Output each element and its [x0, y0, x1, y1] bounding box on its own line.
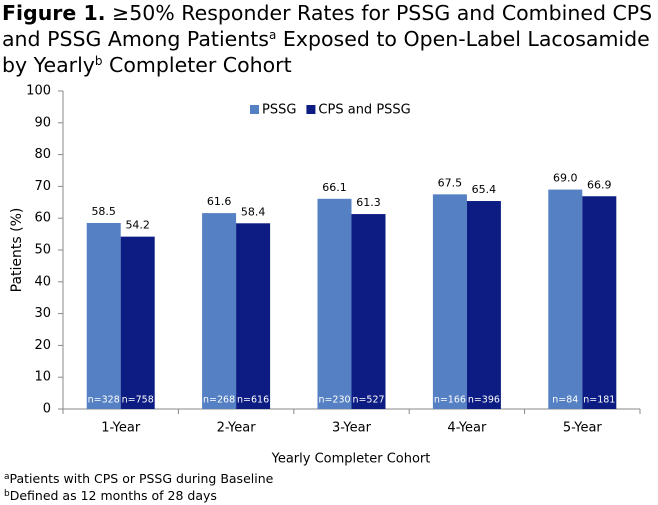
n-label: n=230	[318, 395, 350, 406]
y-tick-label: 100	[26, 84, 51, 99]
value-label: 67.5	[438, 176, 463, 189]
title-sup: a	[269, 28, 277, 42]
n-label: n=328	[88, 395, 120, 406]
y-tick-label: 60	[34, 211, 51, 226]
y-tick-label: 90	[34, 115, 51, 130]
title-text: Completer Cohort	[109, 53, 292, 77]
title-sup: b	[94, 54, 103, 68]
x-tick-label: 3-Year	[332, 421, 372, 436]
bar	[202, 213, 237, 409]
value-label: 61.6	[207, 195, 232, 208]
legend-swatch	[250, 105, 259, 114]
x-tick-label: 5-Year	[563, 421, 603, 436]
chart-title: Figure 1. ≥50% Responder Rates for PSSG …	[2, 0, 656, 78]
chart: Patients (%) Yearly Completer Cohort 0 10…	[9, 84, 641, 467]
bar	[466, 201, 501, 409]
y-axis-label: Patients (%)	[9, 208, 25, 293]
footnote-mark: b	[4, 489, 10, 499]
value-label: 69.0	[553, 172, 578, 185]
bar	[582, 196, 617, 409]
x-axis-label: Yearly Completer Cohort	[271, 452, 431, 467]
bar	[236, 223, 271, 409]
value-label: 58.4	[241, 205, 266, 218]
y-tick-label: 70	[34, 179, 51, 194]
y-tick-label: 30	[34, 306, 51, 321]
n-label: n=758	[122, 395, 154, 406]
value-label: 65.4	[472, 183, 497, 196]
title-text: Exposed to Open-Label Lacosamide by Year…	[2, 27, 650, 77]
n-label: n=181	[583, 395, 615, 406]
bar	[86, 222, 121, 409]
bar	[548, 189, 583, 409]
y-tick-label: 20	[34, 338, 51, 353]
y-tick-label: 0	[43, 402, 51, 417]
n-label: n=166	[434, 395, 466, 406]
bar	[432, 194, 467, 409]
legend-label: CPS and PSSG	[318, 103, 410, 118]
legend-label: PSSG	[262, 103, 296, 118]
footnote: aPatients with CPS or PSSG during Baseli…	[4, 470, 273, 487]
y-tick-label: 10	[34, 370, 51, 385]
n-label: n=84	[552, 395, 578, 406]
footnote-text: Defined as 12 months of 28 days	[9, 488, 217, 503]
title-text: ≥50% Responder Rates for PSSG and Combin…	[2, 1, 653, 51]
bar	[317, 198, 352, 409]
n-label: n=527	[352, 395, 384, 406]
value-label: 66.1	[322, 181, 347, 194]
y-tick-label: 40	[34, 274, 51, 289]
value-label: 58.5	[91, 205, 116, 218]
y-tick-label: 50	[34, 243, 51, 258]
y-tick-label: 80	[34, 147, 51, 162]
footnote-text: Patients with CPS or PSSG during Baselin…	[9, 471, 274, 486]
value-label: 61.3	[356, 196, 381, 209]
footnote-mark: a	[4, 472, 10, 482]
n-label: n=268	[203, 395, 235, 406]
x-tick-label: 2-Year	[217, 421, 257, 436]
bar	[120, 236, 155, 409]
legend-swatch	[306, 105, 316, 114]
value-label: 66.9	[587, 178, 612, 191]
x-tick-label: 4-Year	[447, 421, 487, 436]
n-label: n=396	[468, 395, 500, 406]
figure-label: Figure 1.	[2, 1, 106, 25]
x-tick-label: 1-Year	[101, 421, 141, 436]
n-label: n=616	[237, 395, 269, 406]
footnote: bDefined as 12 months of 28 days	[4, 487, 273, 504]
bar	[351, 214, 386, 409]
value-label: 54.2	[125, 219, 150, 232]
footnotes: aPatients with CPS or PSSG during Baseli…	[4, 470, 273, 504]
